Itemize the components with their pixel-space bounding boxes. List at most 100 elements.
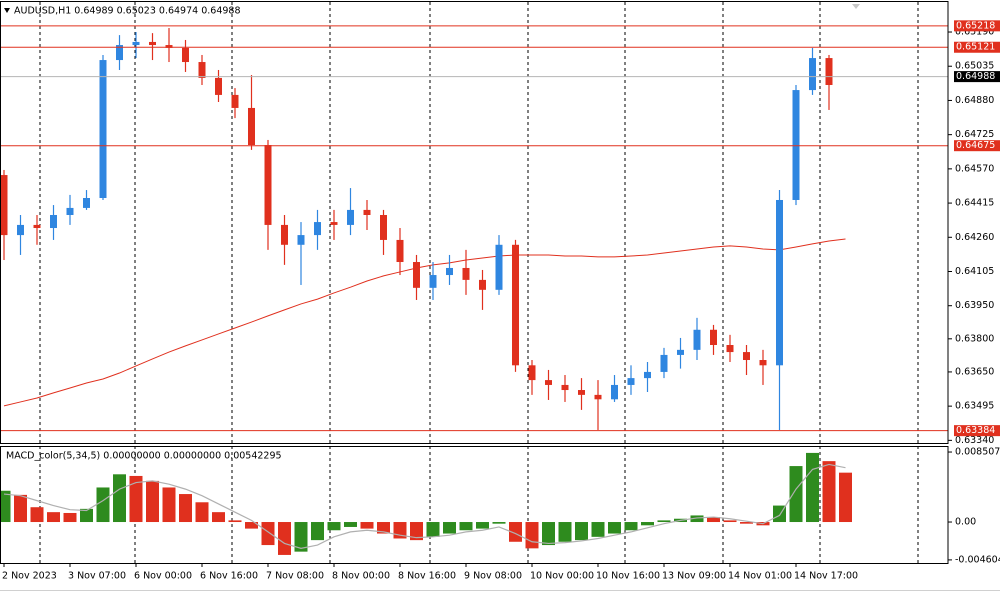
macd-bar — [641, 522, 654, 526]
macd-bar — [476, 522, 489, 529]
y-tick-label: 0.65035 — [955, 61, 994, 72]
candle-body — [396, 239, 404, 263]
macd-bar — [509, 522, 522, 542]
macd-bar — [179, 494, 192, 523]
candle-body — [116, 45, 123, 61]
y-tick-label: 0.63495 — [955, 401, 994, 412]
macd-bar — [63, 512, 77, 523]
macd-bar — [575, 522, 588, 541]
candle-body — [660, 354, 668, 372]
macd-title: MACD_color(5,34,5) 0.00000000 0.00000000… — [6, 451, 282, 462]
candle-body — [743, 352, 750, 361]
candle-body — [528, 365, 536, 381]
y-tick-label: 0.65190 — [955, 27, 994, 38]
macd-bar — [806, 452, 819, 523]
x-tick-label: 14 Nov 17:00 — [794, 571, 858, 582]
macd-bar — [426, 522, 440, 537]
x-tick-label: 3 Nov 07:00 — [68, 571, 126, 582]
macd-bar — [327, 522, 341, 531]
candle-body — [545, 380, 552, 385]
macd-bar — [492, 522, 506, 524]
macd-bar — [30, 507, 44, 523]
macd-bar — [542, 522, 555, 546]
macd-bar — [740, 522, 753, 524]
x-tick-label: 10 Nov 00:00 — [530, 571, 594, 582]
y-tick-label: 0.64880 — [955, 95, 994, 106]
candle-body — [165, 45, 173, 48]
macd-bar — [195, 502, 209, 523]
macd-bar — [459, 522, 473, 531]
macd-bar — [245, 522, 258, 529]
macd-bar — [410, 522, 423, 541]
macd-bar — [0, 490, 11, 523]
macd-bar — [690, 515, 704, 523]
candle-body — [594, 394, 602, 400]
candle-body — [710, 329, 717, 345]
macd-bar — [261, 522, 275, 546]
candle-body — [627, 378, 635, 385]
macd-bar — [360, 522, 374, 529]
macd-bar — [212, 512, 225, 523]
y-tick-label: -0.004604 — [955, 554, 1000, 565]
candle-body — [248, 107, 255, 146]
symbol-menu-arrow[interactable] — [4, 8, 10, 13]
last-price-label: 0.64988 — [956, 71, 995, 82]
candle-body — [726, 345, 734, 353]
candle-body — [99, 60, 107, 199]
macd-bar — [344, 522, 357, 527]
x-tick-label: 7 Nov 08:00 — [266, 571, 324, 582]
macd-bar — [839, 472, 852, 523]
candle-body — [677, 349, 684, 355]
macd-bar — [443, 522, 456, 534]
macd-bar — [162, 487, 176, 523]
candle-body — [446, 267, 453, 276]
x-tick-label: 8 Nov 00:00 — [332, 571, 390, 582]
candle-body — [413, 262, 420, 288]
candle-body — [66, 207, 74, 215]
price-level-label: 0.63384 — [956, 425, 995, 436]
signal-line — [3, 463, 846, 549]
candle-body — [644, 371, 651, 379]
candle-body — [264, 145, 272, 225]
macd-bar — [80, 508, 93, 523]
y-tick-label: 0.63340 — [955, 435, 994, 446]
macd-bar — [608, 522, 621, 534]
macd-bar — [525, 522, 539, 549]
candle-body — [149, 41, 156, 46]
price-level-box — [954, 140, 1000, 152]
candle-body — [0, 175, 8, 236]
candle-body — [297, 235, 305, 245]
x-tick-label: 6 Nov 16:00 — [200, 571, 258, 582]
macd-bar — [624, 522, 638, 531]
candle-body — [83, 198, 90, 208]
candle-body — [33, 224, 41, 229]
macd-bar — [47, 512, 60, 523]
candle-body — [495, 244, 503, 290]
candle-body — [363, 209, 371, 215]
one-click-toggle[interactable] — [852, 4, 860, 9]
candle-body — [809, 58, 816, 91]
macd-bar — [228, 520, 242, 523]
last-price-box — [954, 71, 1000, 83]
candle-body — [792, 90, 800, 200]
x-tick-label: 6 Nov 00:00 — [134, 571, 192, 582]
candle-body — [611, 384, 618, 400]
candle-body — [479, 279, 486, 290]
macd-bar — [822, 461, 836, 523]
y-tick-label: 0.00 — [955, 517, 976, 528]
price-level-label: 0.65218 — [956, 20, 995, 31]
candle-body — [462, 267, 470, 280]
x-tick-label: 10 Nov 16:00 — [596, 571, 660, 582]
candle-body — [429, 275, 437, 288]
candle-body — [561, 384, 569, 391]
candle-body — [347, 209, 354, 225]
y-tick-label: 0.64260 — [955, 232, 994, 243]
y-tick-label: 0.63800 — [955, 333, 994, 344]
candle-body — [825, 58, 833, 85]
macd-bar — [129, 475, 143, 523]
candle-body — [759, 360, 767, 366]
x-tick-label: 13 Nov 09:00 — [662, 571, 726, 582]
chart-title: AUDUSD,H1 0.64989 0.65023 0.64974 0.6498… — [14, 6, 241, 17]
